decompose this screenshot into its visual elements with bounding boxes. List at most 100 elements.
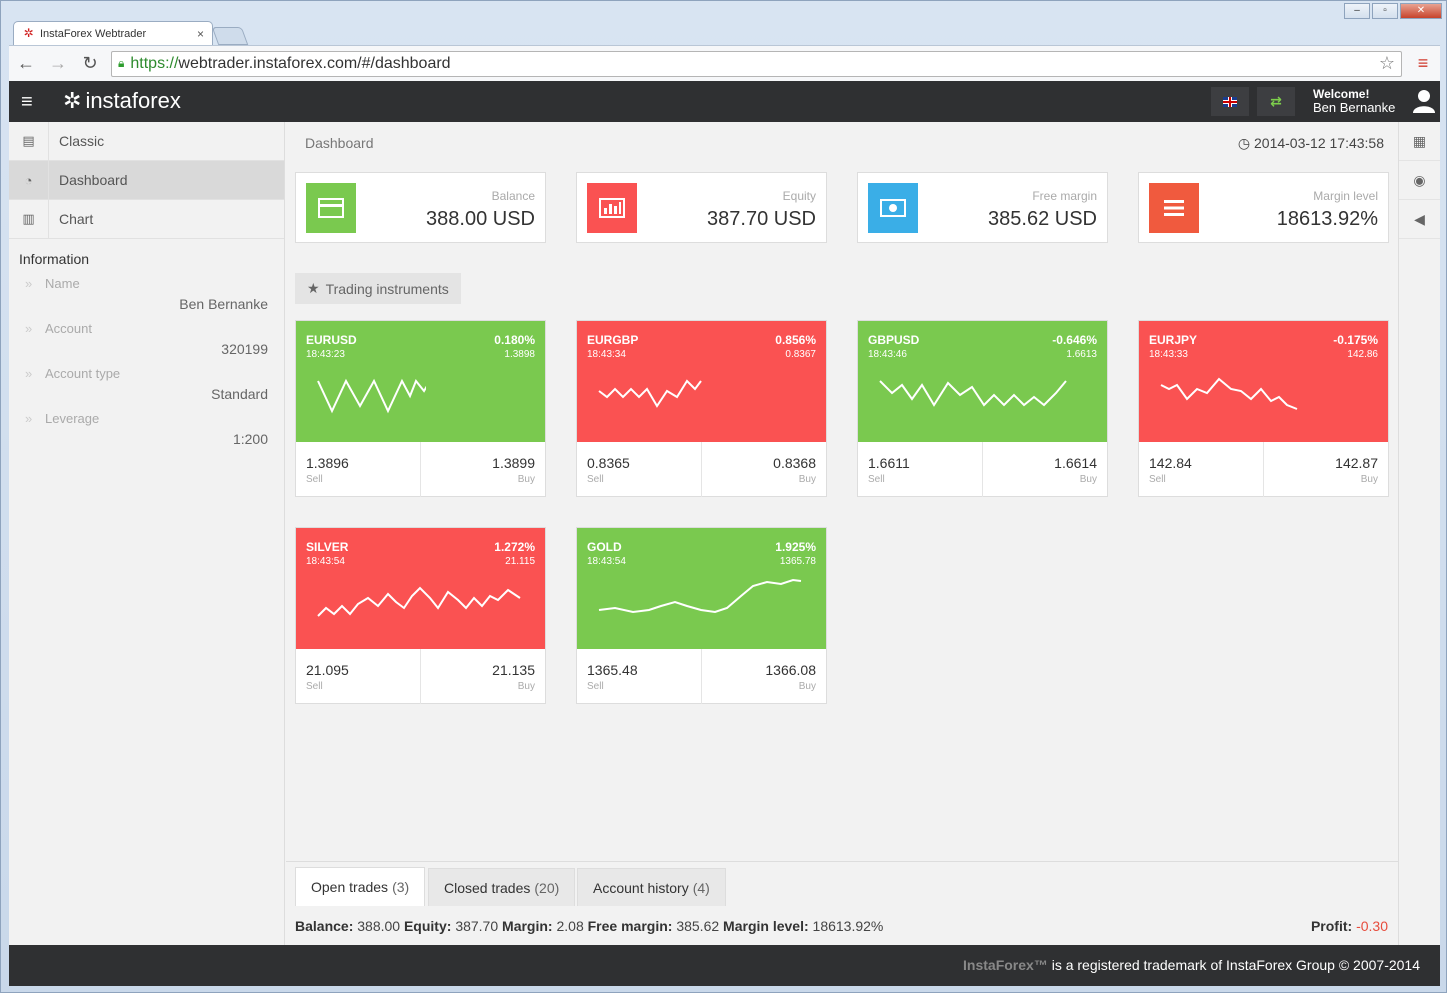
tab-closed-trades[interactable]: Closed trades (20) xyxy=(428,868,576,906)
logo[interactable]: ✲ instaforex xyxy=(63,88,181,114)
lock-icon: 🔒︎ xyxy=(118,56,125,70)
minimize-button[interactable]: – xyxy=(1344,3,1370,19)
webtrader-app: ≡ ✲ instaforex ⇄ Welcome! Ben Bernanke ▤… xyxy=(9,81,1440,986)
instrument-tile-eurusd[interactable]: EURUSD 18:43:23 0.180% 1.3898 1.3896 Sel… xyxy=(295,320,546,497)
swap-button[interactable]: ⇄ xyxy=(1257,87,1295,116)
buy-label: Buy xyxy=(1360,474,1378,485)
address-bar[interactable]: 🔒︎ https://webtrader.instaforex.com/#/da… xyxy=(111,50,1402,77)
equity-card: Equity 387.70 USD xyxy=(576,172,827,243)
info-leverage: Leverage 1:200 xyxy=(9,410,284,455)
summary-margin-level-label: Margin level: xyxy=(723,918,809,934)
megaphone-icon[interactable]: ◀ xyxy=(1399,200,1440,239)
buy-button[interactable]: 0.8368 Buy xyxy=(702,442,826,497)
swap-arrows-icon: ⇄ xyxy=(1270,93,1282,109)
sell-price: 0.8365 xyxy=(587,455,630,471)
buy-button[interactable]: 1.3899 Buy xyxy=(421,442,545,497)
rss-icon[interactable]: ◉ xyxy=(1399,161,1440,200)
info-label: Leverage xyxy=(25,410,268,428)
instrument-tile-silver[interactable]: SILVER 18:43:54 1.272% 21.115 21.095 Sel… xyxy=(295,527,546,704)
summary-margin-label: Margin: xyxy=(502,918,553,934)
buy-price: 1366.08 xyxy=(765,662,816,678)
tab-account-history[interactable]: Account history (4) xyxy=(577,868,726,906)
reload-button[interactable]: ↻ xyxy=(82,53,98,73)
calendar-icon[interactable]: ▦ xyxy=(1399,122,1440,161)
instrument-symbol: GOLD xyxy=(587,540,622,554)
instrument-tile-eurjpy[interactable]: EURJPY 18:43:33 -0.175% 142.86 142.84 Se… xyxy=(1138,320,1389,497)
instrument-time: 18:43:33 xyxy=(1149,349,1188,360)
tab-count: (20) xyxy=(534,879,560,896)
sell-label: Sell xyxy=(1149,474,1166,485)
sell-label: Sell xyxy=(587,681,604,692)
margin-level-card: Margin level 18613.92% xyxy=(1138,172,1389,243)
sparkline xyxy=(317,586,521,617)
browser-toolbar: ← → ↻ 🔒︎ https://webtrader.instaforex.co… xyxy=(9,45,1440,81)
sell-price: 1365.48 xyxy=(587,662,638,678)
balance-card: Balance 388.00 USD xyxy=(295,172,546,243)
instrument-tile-gold[interactable]: GOLD 18:43:54 1.925% 1365.78 1365.48 Sel… xyxy=(576,527,827,704)
instrument-last: 0.8367 xyxy=(785,349,816,360)
maximize-button[interactable]: ▫ xyxy=(1372,3,1398,19)
instrument-tile-eurgbp[interactable]: EURGBP 18:43:34 0.856% 0.8367 0.8365 Sel… xyxy=(576,320,827,497)
window-close-button[interactable]: ✕ xyxy=(1400,3,1442,19)
sell-label: Sell xyxy=(306,681,323,692)
sell-button[interactable]: 1.3896 Sell xyxy=(296,442,421,497)
sell-price: 21.095 xyxy=(306,662,349,678)
instrument-symbol: GBPUSD xyxy=(868,333,920,347)
browser-tab[interactable]: ✲ InstaForex Webtrader × xyxy=(13,21,213,45)
buy-price: 1.6614 xyxy=(1054,455,1097,471)
sparkline xyxy=(598,379,702,408)
instrument-symbol: SILVER xyxy=(306,540,349,554)
instrument-prices: 1.6611 Sell 1.6614 Buy xyxy=(858,442,1107,497)
profit-value: -0.30 xyxy=(1356,918,1388,934)
instaforex-logo-icon: ✲ xyxy=(63,88,82,113)
instrument-time: 18:43:54 xyxy=(306,556,345,567)
sparkline xyxy=(1160,377,1298,410)
sidebar-item-label: Classic xyxy=(59,133,105,149)
footer-brand: InstaForex™ xyxy=(963,957,1048,973)
tab-close-icon[interactable]: × xyxy=(196,26,204,41)
buy-button[interactable]: 142.87 Buy xyxy=(1264,442,1388,497)
sell-button[interactable]: 21.095 Sell xyxy=(296,649,421,704)
instrument-tile-gbpusd[interactable]: GBPUSD 18:43:46 -0.646% 1.6613 1.6611 Se… xyxy=(857,320,1108,497)
profit-label: Profit: xyxy=(1310,918,1353,934)
info-account: Account 320199 xyxy=(9,320,284,365)
bar-chart-icon: ▥ xyxy=(9,199,49,239)
welcome-block: Welcome! Ben Bernanke xyxy=(1313,87,1395,115)
buy-label: Buy xyxy=(798,474,816,485)
profit-summary: Profit: -0.30 xyxy=(1311,918,1388,934)
uk-flag-icon xyxy=(1223,96,1237,107)
instrument-symbol: EURUSD xyxy=(306,333,357,347)
new-tab-button[interactable] xyxy=(211,27,249,45)
sell-button[interactable]: 0.8365 Sell xyxy=(577,442,702,497)
buy-price: 142.87 xyxy=(1335,455,1378,471)
buy-button[interactable]: 21.135 Buy xyxy=(421,649,545,704)
info-value: Ben Bernanke xyxy=(179,296,268,312)
card-label: Free margin xyxy=(1032,189,1097,203)
instrument-header: SILVER 18:43:54 1.272% 21.115 xyxy=(296,528,545,649)
sell-button[interactable]: 1.6611 Sell xyxy=(858,442,983,497)
user-icon[interactable] xyxy=(1413,89,1435,113)
sell-button[interactable]: 142.84 Sell xyxy=(1139,442,1264,497)
back-button[interactable]: ← xyxy=(17,53,35,73)
sidebar-item-chart[interactable]: ▥ Chart xyxy=(9,199,284,239)
instrument-prices: 142.84 Sell 142.87 Buy xyxy=(1139,442,1388,497)
breadcrumb: Dashboard xyxy=(305,135,374,151)
sell-label: Sell xyxy=(306,474,323,485)
buy-label: Buy xyxy=(517,681,535,692)
bookmark-star-icon[interactable]: ☆ xyxy=(1378,53,1395,73)
chrome-menu-icon[interactable]: ≡ xyxy=(1417,53,1429,73)
sidebar-item-dashboard[interactable]: ◔ Dashboard xyxy=(9,160,284,200)
buy-button[interactable]: 1.6614 Buy xyxy=(983,442,1107,497)
tab-open-trades[interactable]: Open trades (3) xyxy=(295,867,426,906)
sidebar-item-classic[interactable]: ▤ Classic xyxy=(9,121,284,161)
trading-instruments-button[interactable]: ★ Trading instruments xyxy=(295,273,461,304)
language-button[interactable] xyxy=(1211,87,1249,116)
instrument-change: -0.175% xyxy=(1333,333,1378,347)
sell-button[interactable]: 1365.48 Sell xyxy=(577,649,702,704)
tab-label: Open trades xyxy=(311,879,389,895)
buy-label: Buy xyxy=(517,474,535,485)
buy-button[interactable]: 1366.08 Buy xyxy=(702,649,826,704)
forward-button[interactable]: → xyxy=(49,53,67,73)
hamburger-menu-icon[interactable]: ≡ xyxy=(21,91,33,113)
